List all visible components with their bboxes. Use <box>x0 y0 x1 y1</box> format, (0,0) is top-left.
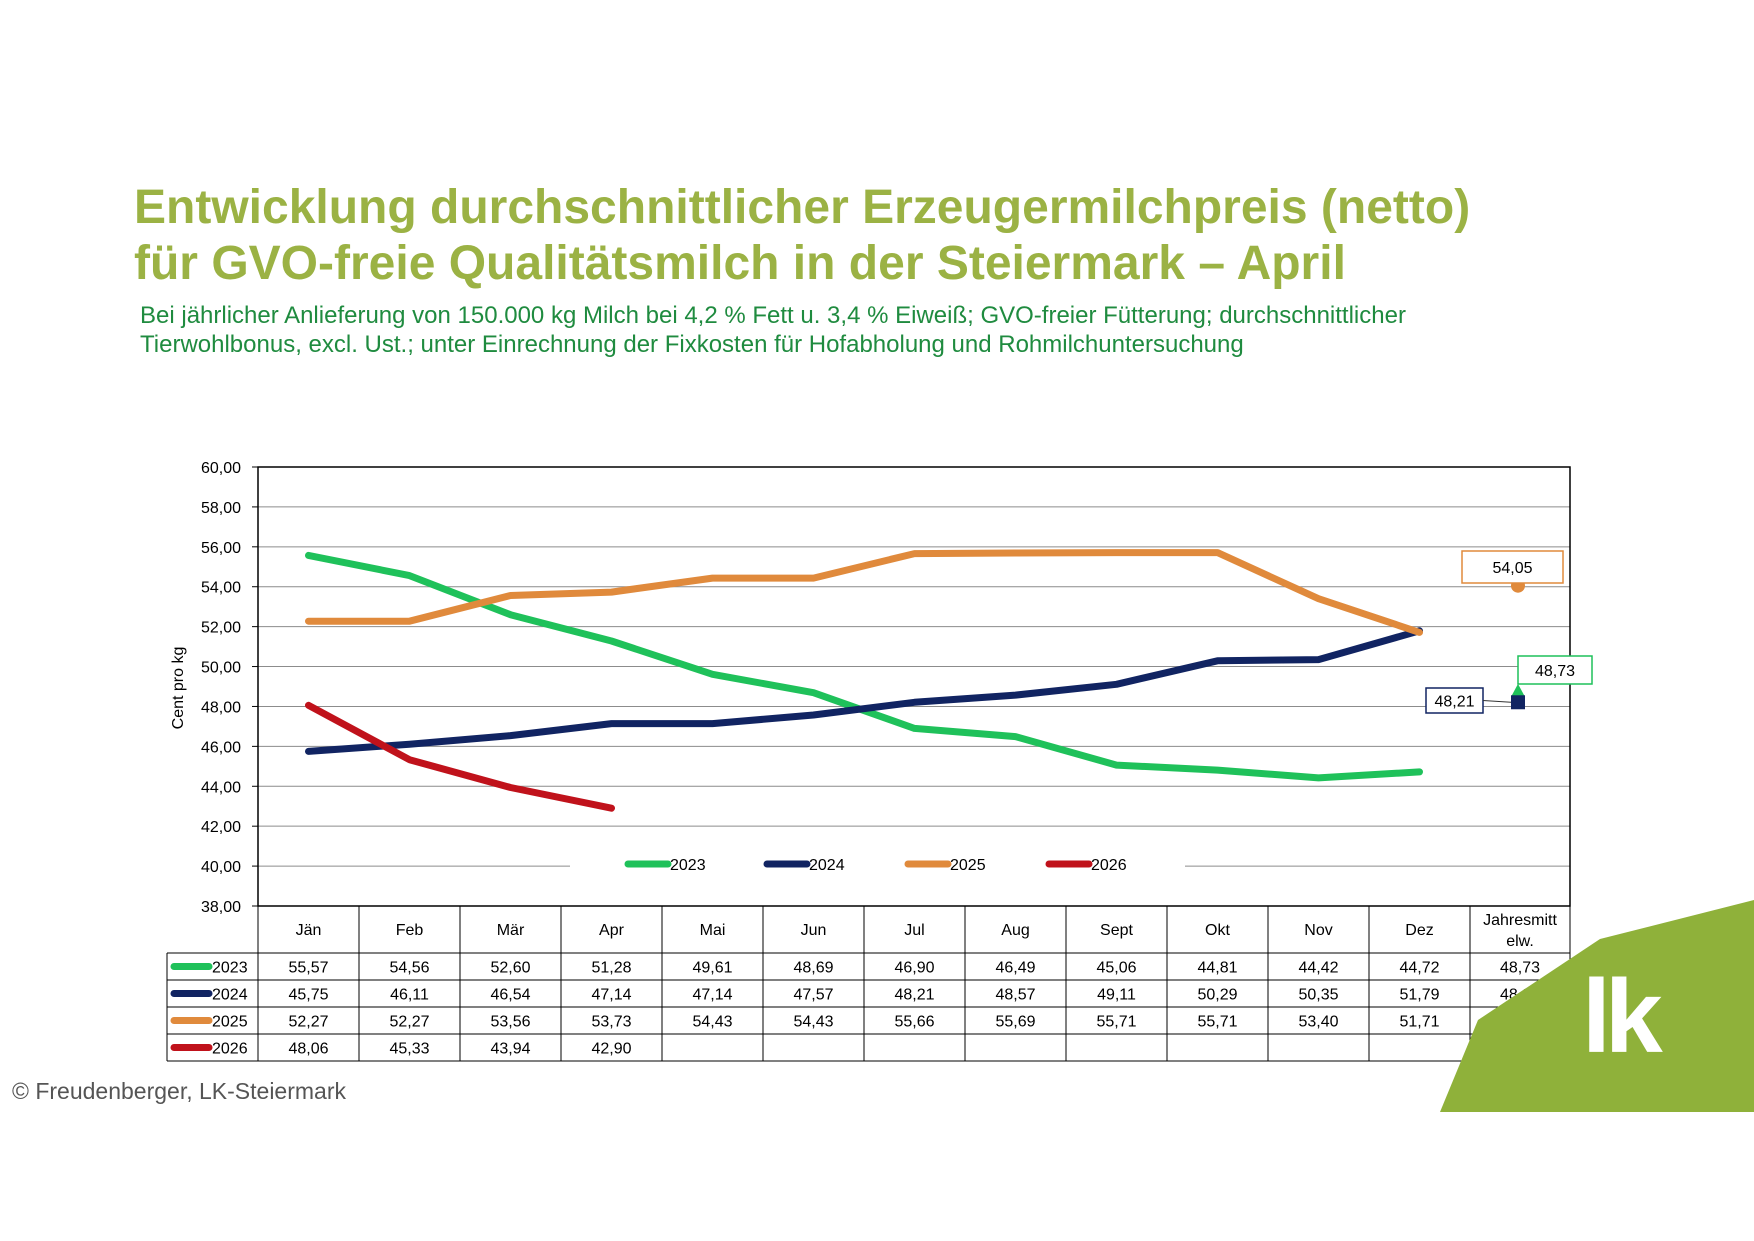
y-tick-label: 54,00 <box>201 580 241 597</box>
table-row-label-2026: 2026 <box>212 1041 248 1058</box>
y-tick-label: 56,00 <box>201 540 241 557</box>
y-tick-label: 38,00 <box>201 899 241 916</box>
table-cell: 54,56 <box>389 960 429 977</box>
legend-label-2023: 2023 <box>670 857 706 874</box>
y-tick-label: 46,00 <box>201 739 241 756</box>
x-tick-label: Mär <box>497 922 525 939</box>
table-cell: 50,35 <box>1298 987 1338 1004</box>
table-cell: 45,75 <box>288 987 328 1004</box>
table-cell: 54,43 <box>692 1014 732 1031</box>
series-line-2026 <box>305 701 615 812</box>
x-tick-label: Jän <box>296 922 322 939</box>
avg-annotation-2024: 48,21 <box>1434 694 1474 711</box>
table-cell: 53,73 <box>591 1014 631 1031</box>
x-tick-label: Sept <box>1100 922 1133 939</box>
avg-annotation-box-2023 <box>1517 655 1593 685</box>
y-tick-label: 40,00 <box>201 859 241 876</box>
table-cell: 51,71 <box>1399 1014 1439 1031</box>
avg-column-header: elw. <box>1506 933 1534 950</box>
table-row-label-2024: 2024 <box>212 987 248 1004</box>
table-cell: 46,49 <box>995 960 1035 977</box>
x-tick-label: Jun <box>801 922 827 939</box>
table-cell: 45,33 <box>389 1041 429 1058</box>
table-cell: 47,57 <box>793 987 833 1004</box>
chart-title-line-2: für GVO-freie Qualitätsmilch in der Stei… <box>134 237 1346 290</box>
chart-title: Entwicklung durchschnittlicher Erzeugerm… <box>134 180 1694 292</box>
table-cell: 47,14 <box>591 987 631 1004</box>
y-tick-label: 58,00 <box>201 500 241 517</box>
plot-area <box>257 466 1571 907</box>
table-cell: 48,06 <box>288 1041 328 1058</box>
chart-title-line-1: Entwicklung durchschnittlicher Erzeugerm… <box>134 181 1471 234</box>
table-cell: 45,06 <box>1096 960 1136 977</box>
series-line-2024 <box>305 627 1423 755</box>
table-cell: 51,79 <box>1399 987 1439 1004</box>
x-tick-label: Okt <box>1205 922 1230 939</box>
table-cell: 46,11 <box>390 987 429 1004</box>
table-cell: 49,61 <box>692 960 732 977</box>
table-cell: 44,81 <box>1197 960 1237 977</box>
legend-label-2025: 2025 <box>950 857 986 874</box>
avg-leader-line-2024 <box>1482 700 1512 703</box>
x-tick-label: Feb <box>396 922 424 939</box>
chart-subtitle: Bei jährlicher Anlieferung von 150.000 k… <box>140 301 1660 359</box>
table-cell: 44,72 <box>1399 960 1439 977</box>
copyright-notice: © Freudenberger, LK-Steiermark <box>12 1078 346 1104</box>
table-cell: 55,57 <box>288 960 328 977</box>
y-tick-label: 44,00 <box>201 779 241 796</box>
table-cell: 51,28 <box>591 960 631 977</box>
legend-label-2026: 2026 <box>1091 857 1127 874</box>
legend-label-2024: 2024 <box>809 857 845 874</box>
y-tick-label: 52,00 <box>201 620 241 637</box>
table-cell: 53,40 <box>1298 1014 1338 1031</box>
avg-marker-2024 <box>1511 695 1525 710</box>
lk-logo-background <box>1440 900 1754 1112</box>
y-tick-label: 60,00 <box>201 460 241 477</box>
x-tick-label: Jul <box>904 922 924 939</box>
series-line-2025 <box>305 549 1423 636</box>
x-tick-label: Apr <box>599 922 625 939</box>
table-cell: 50,29 <box>1197 987 1237 1004</box>
y-tick-label: 48,00 <box>201 699 241 716</box>
avg-column-header: Jahresmitt <box>1483 912 1557 929</box>
avg-annotation-2025: 54,05 <box>1492 560 1532 577</box>
table-cell: 54,43 <box>793 1014 833 1031</box>
table-avg-cell-2023: 48,73 <box>1500 960 1540 977</box>
chart-subtitle-line-2: Tierwohlbonus, excl. Ust.; unter Einrech… <box>140 331 1244 358</box>
table-row-label-2025: 2025 <box>212 1014 248 1031</box>
table-cell: 55,71 <box>1197 1014 1237 1031</box>
table-cell: 43,94 <box>490 1041 530 1058</box>
y-axis-title: Cent pro kg <box>170 647 187 730</box>
table-cell: 47,14 <box>692 987 732 1004</box>
x-tick-label: Mai <box>700 922 726 939</box>
table-cell: 44,42 <box>1298 960 1338 977</box>
table-cell: 42,90 <box>591 1041 631 1058</box>
table-cell: 55,66 <box>894 1014 934 1031</box>
x-tick-label: Aug <box>1001 922 1029 939</box>
table-cell: 46,54 <box>490 987 530 1004</box>
table-cell: 52,27 <box>288 1014 328 1031</box>
y-tick-label: 42,00 <box>201 819 241 836</box>
x-tick-label: Dez <box>1405 922 1433 939</box>
table-cell: 46,90 <box>894 960 934 977</box>
table-cell: 48,57 <box>995 987 1035 1004</box>
table-cell: 55,71 <box>1096 1014 1136 1031</box>
table-cell: 52,27 <box>389 1014 429 1031</box>
table-cell: 48,69 <box>793 960 833 977</box>
avg-annotation-box-2025 <box>1461 550 1564 584</box>
table-cell: 48,21 <box>894 987 934 1004</box>
table-row-label-2023: 2023 <box>212 960 248 977</box>
chart-subtitle-line-1: Bei jährlicher Anlieferung von 150.000 k… <box>140 302 1406 329</box>
table-cell: 52,60 <box>490 960 530 977</box>
lk-logo: lk <box>1582 959 1663 1075</box>
avg-marker-2023 <box>1511 683 1525 697</box>
x-tick-label: Nov <box>1304 922 1332 939</box>
y-tick-label: 50,00 <box>201 660 241 677</box>
table-cell: 55,69 <box>995 1014 1035 1031</box>
table-cell: 49,11 <box>1097 987 1136 1004</box>
avg-annotation-2023: 48,73 <box>1535 663 1575 680</box>
table-cell: 53,56 <box>490 1014 530 1031</box>
